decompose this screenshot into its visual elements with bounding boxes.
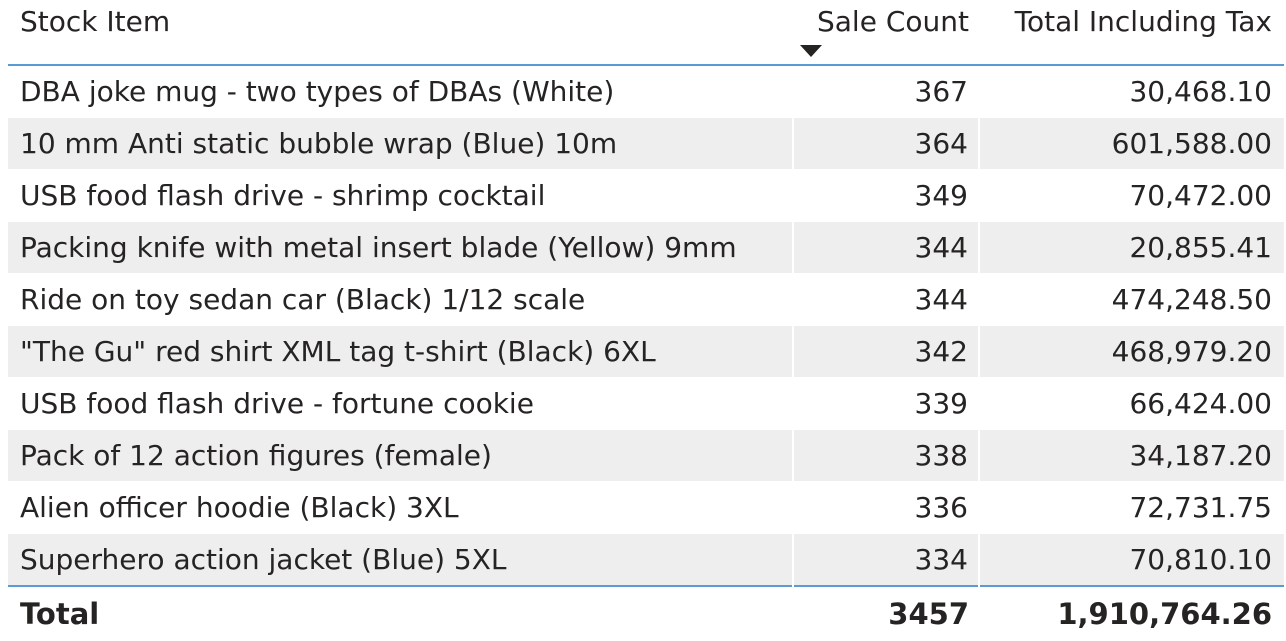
table-row[interactable]: Pack of 12 action figures (female) 338 34,…: [8, 429, 1284, 482]
table-row[interactable]: "The Gu" red shirt XML tag t-shirt (Blac…: [8, 325, 1284, 378]
cell-stock-item: Alien officer hoodie (Black) 3XL: [8, 481, 793, 534]
cell-total-including-tax: 601,588.00: [978, 117, 1284, 170]
cell-stock-item: Ride on toy sedan car (Black) 1/12 scale: [8, 273, 793, 326]
cell-total-including-tax: 468,979.20: [978, 325, 1284, 378]
column-header-label: Total Including Tax: [1014, 5, 1272, 38]
cell-total-including-tax: 474,248.50: [978, 273, 1284, 326]
column-header-label: Sale Count: [817, 5, 969, 38]
total-including-tax: 1,910,764.26: [979, 585, 1284, 641]
cell-stock-item: Pack of 12 action figures (female): [8, 429, 793, 482]
cell-stock-item: Superhero action jacket (Blue) 5XL: [8, 533, 793, 587]
cell-total-including-tax: 70,810.10: [978, 533, 1284, 587]
table-row[interactable]: Superhero action jacket (Blue) 5XL 334 70,…: [8, 533, 1284, 587]
cell-total-including-tax: 72,731.75: [978, 481, 1284, 534]
table-row[interactable]: USB food flash drive - shrimp cocktail 34…: [8, 169, 1284, 222]
cell-stock-item: DBA joke mug - two types of DBAs (White): [8, 65, 793, 118]
total-sale-count: 3457: [793, 585, 979, 641]
table-row[interactable]: USB food flash drive - fortune cookie 339…: [8, 377, 1284, 430]
cell-sale-count: 367: [792, 65, 979, 118]
cell-sale-count: 364: [792, 117, 979, 170]
cell-total-including-tax: 66,424.00: [978, 377, 1284, 430]
cell-stock-item: USB food flash drive - fortune cookie: [8, 377, 793, 430]
cell-sale-count: 344: [792, 221, 979, 274]
table-row[interactable]: Packing knife with metal insert blade (Y…: [8, 221, 1284, 274]
cell-total-including-tax: 30,468.10: [978, 65, 1284, 118]
cell-stock-item: "The Gu" red shirt XML tag t-shirt (Blac…: [8, 325, 793, 378]
cell-sale-count: 339: [792, 377, 979, 430]
table-row[interactable]: DBA joke mug - two types of DBAs (White)…: [8, 65, 1284, 118]
column-header-total-including-tax[interactable]: Total Including Tax: [979, 0, 1284, 66]
cell-total-including-tax: 20,855.41: [978, 221, 1284, 274]
cell-sale-count: 336: [792, 481, 979, 534]
cell-total-including-tax: 34,187.20: [978, 429, 1284, 482]
table-header: Stock Item Sale Count Total Including Ta…: [8, 0, 1284, 66]
table-footer: Total 3457 1,910,764.26: [8, 585, 1284, 641]
column-header-stock-item[interactable]: Stock Item: [8, 0, 793, 66]
cell-stock-item: 10 mm Anti static bubble wrap (Blue) 10m: [8, 117, 793, 170]
column-header-sale-count[interactable]: Sale Count: [793, 0, 979, 66]
table-row[interactable]: Alien officer hoodie (Black) 3XL 336 72,73…: [8, 481, 1284, 534]
header-row: Stock Item Sale Count Total Including Ta…: [8, 0, 1284, 66]
total-label: Total: [8, 585, 793, 641]
cell-sale-count: 338: [792, 429, 979, 482]
table-row[interactable]: Ride on toy sedan car (Black) 1/12 scale…: [8, 273, 1284, 326]
cell-stock-item: USB food flash drive - shrimp cocktail: [8, 169, 793, 222]
cell-sale-count: 349: [792, 169, 979, 222]
column-header-label: Stock Item: [20, 5, 171, 38]
table-body: DBA joke mug - two types of DBAs (White)…: [8, 65, 1284, 587]
sort-descending-icon[interactable]: [800, 45, 822, 57]
stock-sales-table: Stock Item Sale Count Total Including Ta…: [8, 0, 1284, 641]
cell-sale-count: 344: [792, 273, 979, 326]
cell-total-including-tax: 70,472.00: [978, 169, 1284, 222]
total-row: Total 3457 1,910,764.26: [8, 585, 1284, 641]
cell-stock-item: Packing knife with metal insert blade (Y…: [8, 221, 793, 274]
table-row[interactable]: 10 mm Anti static bubble wrap (Blue) 10m…: [8, 117, 1284, 170]
cell-sale-count: 334: [792, 533, 979, 587]
cell-sale-count: 342: [792, 325, 979, 378]
